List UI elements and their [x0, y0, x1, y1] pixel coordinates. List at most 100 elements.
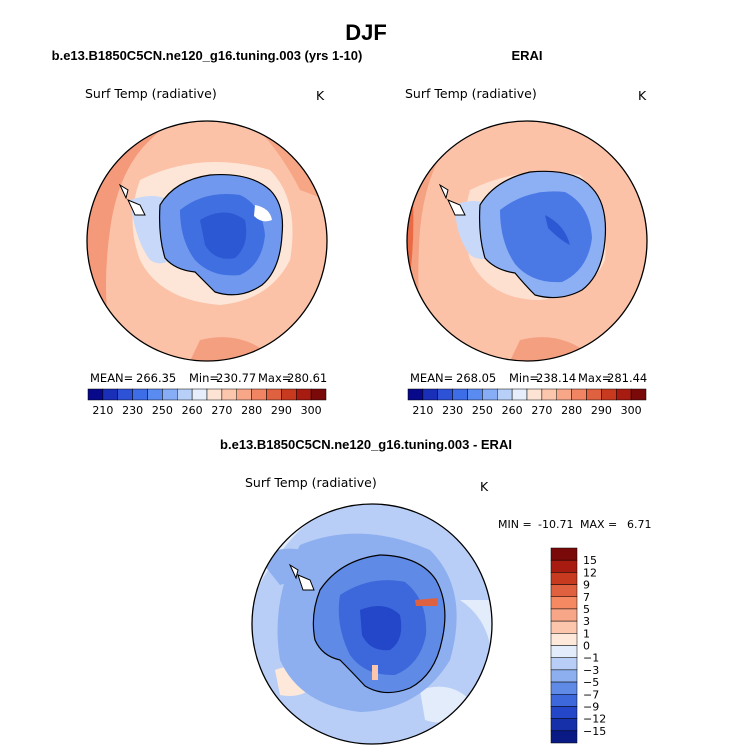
- panel-diff-min-value: -10.71: [538, 518, 573, 531]
- panel-diff-units: K: [480, 479, 489, 494]
- colorbar-2-swatch: [550, 657, 578, 671]
- colorbar-2-tick-label: −9: [583, 700, 599, 713]
- colorbar-0-swatch: [281, 388, 297, 401]
- colorbar-0-swatch: [236, 388, 252, 401]
- colorbar-2-tick-label: 9: [583, 579, 590, 592]
- panel-model-colorbar: 210 230 250 260 270 280 290 300: [87, 388, 327, 417]
- colorbar-0-tick-label: 210: [92, 404, 113, 417]
- colorbar-2-tick-label: 7: [583, 591, 590, 604]
- colorbar-2-tick-label: 15: [583, 554, 597, 567]
- colorbar-2-swatch: [550, 547, 578, 561]
- colorbar-2-swatch: [550, 596, 578, 610]
- panel-diff-max-value: 6.71: [627, 518, 652, 531]
- colorbar-1-tick-label: 270: [531, 404, 552, 417]
- colorbar-0-swatch: [147, 388, 163, 401]
- colorbar-0-tick-label: 230: [122, 404, 143, 417]
- colorbar-0-swatch: [206, 388, 223, 401]
- colorbar-1-swatch: [630, 388, 647, 401]
- colorbar-2-swatch: [550, 730, 578, 744]
- colorbar-0-swatch: [177, 388, 193, 401]
- panel-diff-subtitle: Surf Temp (radiative): [245, 475, 377, 490]
- colorbar-1-swatch: [452, 388, 468, 401]
- colorbar-0-swatch: [221, 388, 237, 401]
- panel-diff-title: b.e13.B1850C5CN.ne120_g16.tuning.003 - E…: [220, 437, 512, 452]
- colorbar-2-tick-label: −7: [583, 688, 599, 701]
- panel-model-min-label: Min=: [189, 371, 219, 385]
- colorbar-0-tick-label: 270: [211, 404, 232, 417]
- colorbar-1-swatch: [556, 388, 572, 401]
- panel-erai-max-value: 281.44: [607, 371, 647, 385]
- colorbar-1-swatch: [511, 388, 528, 401]
- panel-model-subtitle: Surf Temp (radiative): [85, 86, 217, 101]
- colorbar-1-swatch: [601, 388, 617, 401]
- colorbar-2-swatch: [550, 718, 578, 732]
- panel-erai-min-value: 238.14: [536, 371, 576, 385]
- colorbar-1-swatch: [571, 388, 587, 401]
- panel-model-mean-label: MEAN=: [90, 371, 133, 385]
- panel-erai-map: [407, 121, 647, 361]
- colorbar-1-tick-label: 230: [442, 404, 463, 417]
- colorbar-2-swatch: [550, 584, 578, 597]
- colorbar-0-swatch: [132, 388, 148, 401]
- colorbar-2-tick-label: 0: [583, 640, 590, 653]
- colorbar-1-swatch: [437, 388, 453, 401]
- colorbar-2-swatch: [550, 669, 578, 683]
- colorbar-1-swatch: [526, 388, 543, 401]
- panel-model-mean-value: 266.35: [136, 371, 176, 385]
- colorbar-0-swatch: [296, 388, 312, 401]
- panel-model-max-value: 280.61: [287, 371, 327, 385]
- colorbar-2-tick-label: 1: [583, 627, 590, 640]
- colorbar-2-swatch: [550, 608, 578, 622]
- colorbar-1-tick-label: 300: [621, 404, 642, 417]
- colorbar-2-swatch: [550, 559, 578, 573]
- colorbar-0-swatch: [87, 388, 104, 401]
- panel-model-units: K: [316, 88, 325, 103]
- figure-title: DJF: [345, 20, 387, 45]
- colorbar-0-swatch: [162, 388, 178, 401]
- colorbar-2-swatch: [550, 706, 578, 719]
- colorbar-2-tick-label: −5: [583, 676, 599, 689]
- panel-erai-subtitle: Surf Temp (radiative): [405, 86, 537, 101]
- colorbar-2-swatch: [550, 620, 578, 634]
- colorbar-0-tick-label: 260: [182, 404, 203, 417]
- panel-erai: ERAI Surf Temp (radiative) K MEAN= 268.0…: [405, 48, 648, 417]
- colorbar-2-tick-label: −12: [583, 713, 606, 726]
- panel-erai-colorbar: 210 230 250 260 270 280 290 300: [407, 388, 647, 417]
- colorbar-2-swatch: [550, 572, 578, 585]
- colorbar-2-swatch: [550, 633, 578, 646]
- panel-erai-max-label: Max=: [578, 371, 611, 385]
- colorbar-2-tick-label: 5: [583, 603, 590, 616]
- panel-model-min-value: 230.77: [216, 371, 256, 385]
- colorbar-0-swatch: [191, 388, 208, 401]
- colorbar-1-swatch: [407, 388, 424, 401]
- colorbar-0-swatch: [266, 388, 282, 401]
- panel-diff-map: [252, 504, 492, 744]
- colorbar-0-swatch: [117, 388, 133, 401]
- colorbar-1-tick-label: 280: [561, 404, 582, 417]
- colorbar-1-tick-label: 250: [472, 404, 493, 417]
- panel-erai-title: ERAI: [511, 48, 542, 63]
- colorbar-1-tick-label: 210: [412, 404, 433, 417]
- colorbar-0-tick-label: 300: [301, 404, 322, 417]
- panel-erai-mean-value: 268.05: [456, 371, 496, 385]
- colorbar-2-swatch: [550, 694, 578, 707]
- colorbar-0-swatch: [310, 388, 327, 401]
- colorbar-1-swatch: [482, 388, 498, 401]
- colorbar-2-tick-label: 12: [583, 566, 597, 579]
- colorbar-1-swatch: [497, 388, 513, 401]
- colorbar-2-swatch: [550, 645, 578, 658]
- colorbar-1-swatch: [422, 388, 438, 401]
- colorbar-1-tick-label: 260: [502, 404, 523, 417]
- colorbar-0-swatch: [102, 388, 118, 401]
- colorbar-1-swatch: [586, 388, 602, 401]
- panel-diff-min-label: MIN =: [498, 518, 532, 531]
- colorbar-0-swatch: [251, 388, 267, 401]
- colorbar-1-swatch: [541, 388, 557, 401]
- colorbar-2-swatch: [550, 681, 578, 695]
- panel-difference: b.e13.B1850C5CN.ne120_g16.tuning.003 - E…: [220, 437, 652, 745]
- panel-diff-max-label: MAX =: [580, 518, 617, 531]
- panel-erai-units: K: [638, 88, 647, 103]
- colorbar-2-tick-label: −15: [583, 725, 606, 738]
